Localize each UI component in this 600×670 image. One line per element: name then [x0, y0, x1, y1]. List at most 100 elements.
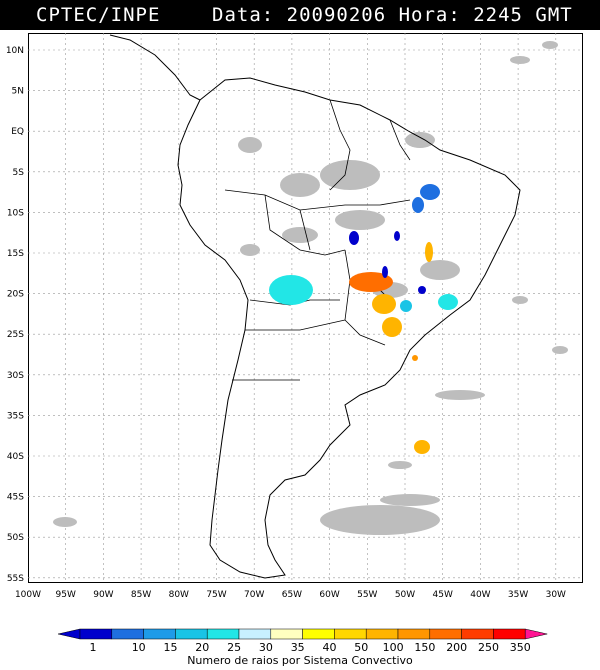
latitude-label: 40S	[7, 452, 24, 462]
source-label: CPTEC/INPE	[36, 4, 161, 26]
latitude-label: 5N	[12, 87, 24, 97]
south-america-coast	[177, 77, 521, 579]
system-cluster	[412, 355, 418, 361]
longitude-label: 90W	[93, 590, 113, 600]
map-canvas: 10N5NEQ5S10S15S20S25S30S35S40S45S50S55S …	[6, 33, 583, 600]
longitude-label: 80W	[169, 590, 189, 600]
cloud-patch	[238, 137, 262, 153]
colorbar-tick-label: 10	[132, 641, 146, 654]
colorbar-start-arrow	[57, 628, 81, 640]
cloud-patch	[280, 173, 320, 197]
colorbar-end-arrow	[524, 628, 548, 640]
map-frame	[28, 33, 583, 583]
system-cluster	[438, 294, 458, 310]
longitude-label: 60W	[319, 590, 339, 600]
system-cluster	[400, 300, 412, 312]
longitude-label: 65W	[282, 590, 302, 600]
latitude-label: 30S	[7, 371, 24, 381]
central-america-coast	[109, 34, 201, 101]
cloud-patch	[320, 505, 440, 535]
colorbar-swatch	[461, 628, 494, 640]
colorbar-swatch	[270, 628, 303, 640]
graticule	[28, 33, 583, 583]
system-cluster	[420, 184, 440, 200]
colorbar-swatch	[429, 628, 462, 640]
latitude-label: 5S	[13, 168, 25, 178]
legend-caption: Numero de raios por Sistema Convectivo	[187, 654, 413, 667]
cloud-patch	[320, 160, 380, 190]
longitude-label: 75W	[206, 590, 226, 600]
colorbar-tick-label: 350	[510, 641, 531, 654]
datetime-label: Data: 20090206 Hora: 2245 GMT	[212, 4, 573, 26]
colorbar-swatch	[206, 628, 240, 640]
system-cluster	[269, 275, 313, 305]
cloud-patch	[282, 227, 318, 243]
system-cluster	[349, 231, 359, 245]
latitude-labels: 10N 5N EQ 5S 10S 15S 20S 25S 30S 35S 40S 45S 50S 55S	[6, 46, 24, 584]
colorbar-swatch	[175, 628, 208, 640]
colorbar-tick-label: 30	[259, 641, 273, 654]
longitude-label: 35W	[508, 590, 528, 600]
colorbar-swatch	[397, 628, 431, 640]
cloud-patch	[542, 41, 558, 49]
cloud-patch	[380, 494, 440, 506]
cloud-patch	[240, 244, 260, 256]
longitude-label: 55W	[357, 590, 377, 600]
colorbar-tick-label: 50	[354, 641, 368, 654]
colorbar-tick-label: 200	[446, 641, 467, 654]
latitude-label: 10S	[7, 208, 24, 218]
longitude-labels: 100W 95W 90W 85W 80W 75W 70W 65W 60W 55W 50W 45W 40W…	[15, 590, 566, 600]
colorbar-swatch	[493, 628, 526, 640]
latitude-label: 45S	[7, 493, 24, 503]
system-cluster	[418, 286, 426, 294]
colorbar-tick-label: 25	[227, 641, 241, 654]
latitude-label: 50S	[7, 533, 24, 543]
colorbar-swatch	[334, 628, 367, 640]
cloud-patch	[335, 210, 385, 230]
lightning-systems	[269, 184, 458, 454]
colorbar-tick-label: 250	[478, 641, 499, 654]
cloud-patch	[388, 461, 412, 469]
cloud-patch	[435, 390, 485, 400]
longitude-label: 30W	[546, 590, 566, 600]
cloud-patch	[53, 517, 77, 527]
latitude-label: 25S	[7, 330, 24, 340]
colorbar-tick-label: 150	[414, 641, 435, 654]
latitude-label: 10N	[6, 46, 24, 56]
cloud-patch	[405, 132, 435, 148]
system-cluster	[412, 197, 424, 213]
system-cluster	[394, 231, 400, 241]
colorbar-tick-label: 15	[164, 641, 178, 654]
colorbar-swatch	[238, 628, 272, 640]
longitude-label: 95W	[56, 590, 76, 600]
longitude-label: 45W	[433, 590, 453, 600]
cloud-patch	[512, 296, 528, 304]
system-cluster	[382, 266, 388, 278]
latitude-label: 55S	[7, 574, 24, 584]
cloud-patch	[552, 346, 568, 354]
cloud-patch	[510, 56, 530, 64]
longitude-label: 100W	[15, 590, 41, 600]
latitude-label: EQ	[11, 127, 24, 137]
longitude-label: 50W	[395, 590, 415, 600]
system-cluster	[349, 272, 393, 292]
longitude-label: 70W	[244, 590, 264, 600]
latitude-label: 15S	[7, 249, 24, 259]
colorbar-swatch	[143, 628, 176, 640]
colorbar-scale: 1 10 15 20 25 30 35 40 50 100 150 200 250 350	[57, 628, 548, 654]
colorbar-tick-label: 40	[323, 641, 337, 654]
title-bar: CPTEC/INPE Data: 20090206 Hora: 2245 GMT	[0, 0, 600, 30]
colorbar-swatch	[111, 628, 144, 640]
colorbar-tick-label: 100	[383, 641, 404, 654]
system-cluster	[425, 242, 433, 262]
longitude-label: 85W	[131, 590, 151, 600]
system-cluster	[382, 317, 402, 337]
colorbar-tick-label: 20	[195, 641, 209, 654]
colorbar-tick-label: 1	[90, 641, 97, 654]
colorbar-swatch	[302, 628, 335, 640]
longitude-label: 40W	[470, 590, 490, 600]
colorbar-swatch	[79, 628, 113, 640]
colorbar-swatch	[365, 628, 399, 640]
system-cluster	[414, 440, 430, 454]
cloud-patch	[420, 260, 460, 280]
